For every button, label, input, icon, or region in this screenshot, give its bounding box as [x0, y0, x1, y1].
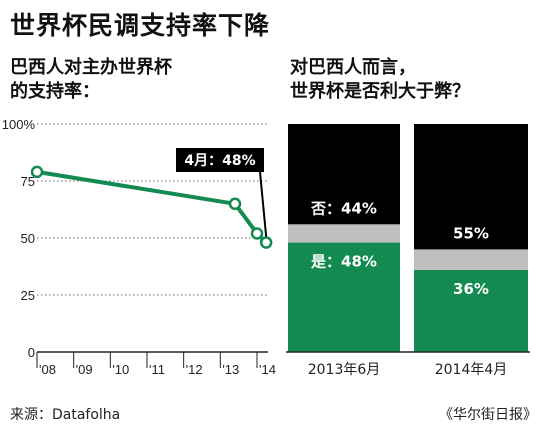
bar-category-label: 2014年4月 — [435, 362, 508, 378]
data-label-yes: 36% — [453, 280, 489, 298]
bar-segment — [288, 224, 400, 243]
data-point — [250, 227, 264, 240]
bar-segment — [414, 249, 528, 270]
x-tick-label: '10 — [112, 362, 129, 377]
data-label-yes: 是：48% — [310, 253, 377, 271]
y-tick-label: 100% — [2, 117, 36, 132]
source-note: 来源：Datafolha — [10, 407, 121, 423]
x-tick-label: '09 — [76, 362, 93, 377]
right-subtitle-line1: 对巴西人而言， — [290, 57, 416, 78]
y-tick-label: 50 — [21, 231, 35, 246]
bar-segment — [414, 124, 528, 250]
data-point — [259, 236, 273, 249]
y-tick-label: 25 — [21, 288, 35, 303]
annotation-label: 4月：48% — [184, 153, 255, 169]
stacked-bar-chart: 是：48% 否：44% 2013年6月 36% 55% 2014年4月 — [286, 124, 530, 378]
left-chart-subtitle: 巴西人对主办世界杯 的支持率： — [10, 56, 250, 104]
data-label-no: 55% — [453, 224, 489, 242]
publisher-credit: 《华尔街日报》 — [439, 407, 537, 423]
data-point — [228, 197, 242, 211]
bar-category-label: 2013年6月 — [308, 362, 381, 378]
data-point — [30, 165, 44, 179]
bar-segment — [414, 269, 528, 352]
x-tick-label: '11 — [149, 362, 165, 377]
left-subtitle-line2: 的支持率： — [10, 81, 100, 102]
x-tick-label: '12 — [186, 362, 203, 377]
y-tick-label: 75 — [21, 174, 35, 189]
annotation-leader — [259, 171, 268, 237]
bar-segment — [288, 124, 400, 225]
left-subtitle-line1: 巴西人对主办世界杯 — [10, 57, 172, 78]
x-tick-label: '14 — [259, 362, 276, 377]
bar-segment — [288, 242, 400, 352]
annotation-box — [176, 148, 264, 172]
data-line — [36, 169, 268, 244]
right-subtitle-line2: 世界杯是否利大于弊？ — [290, 81, 470, 102]
page-title: 世界杯民调支持率下降 — [10, 11, 271, 40]
right-chart-subtitle: 对巴西人而言， 世界杯是否利大于弊？ — [290, 56, 540, 104]
x-tick-label: '08 — [39, 362, 56, 377]
x-tick-label: '13 — [222, 362, 239, 377]
data-label-no: 否：44% — [310, 199, 377, 217]
y-tick-label: 0 — [28, 345, 35, 360]
line-chart: 0 25 50 75 100% '08 '09 '10 '11 '12 '13 '14 4月：48% — [2, 117, 276, 377]
